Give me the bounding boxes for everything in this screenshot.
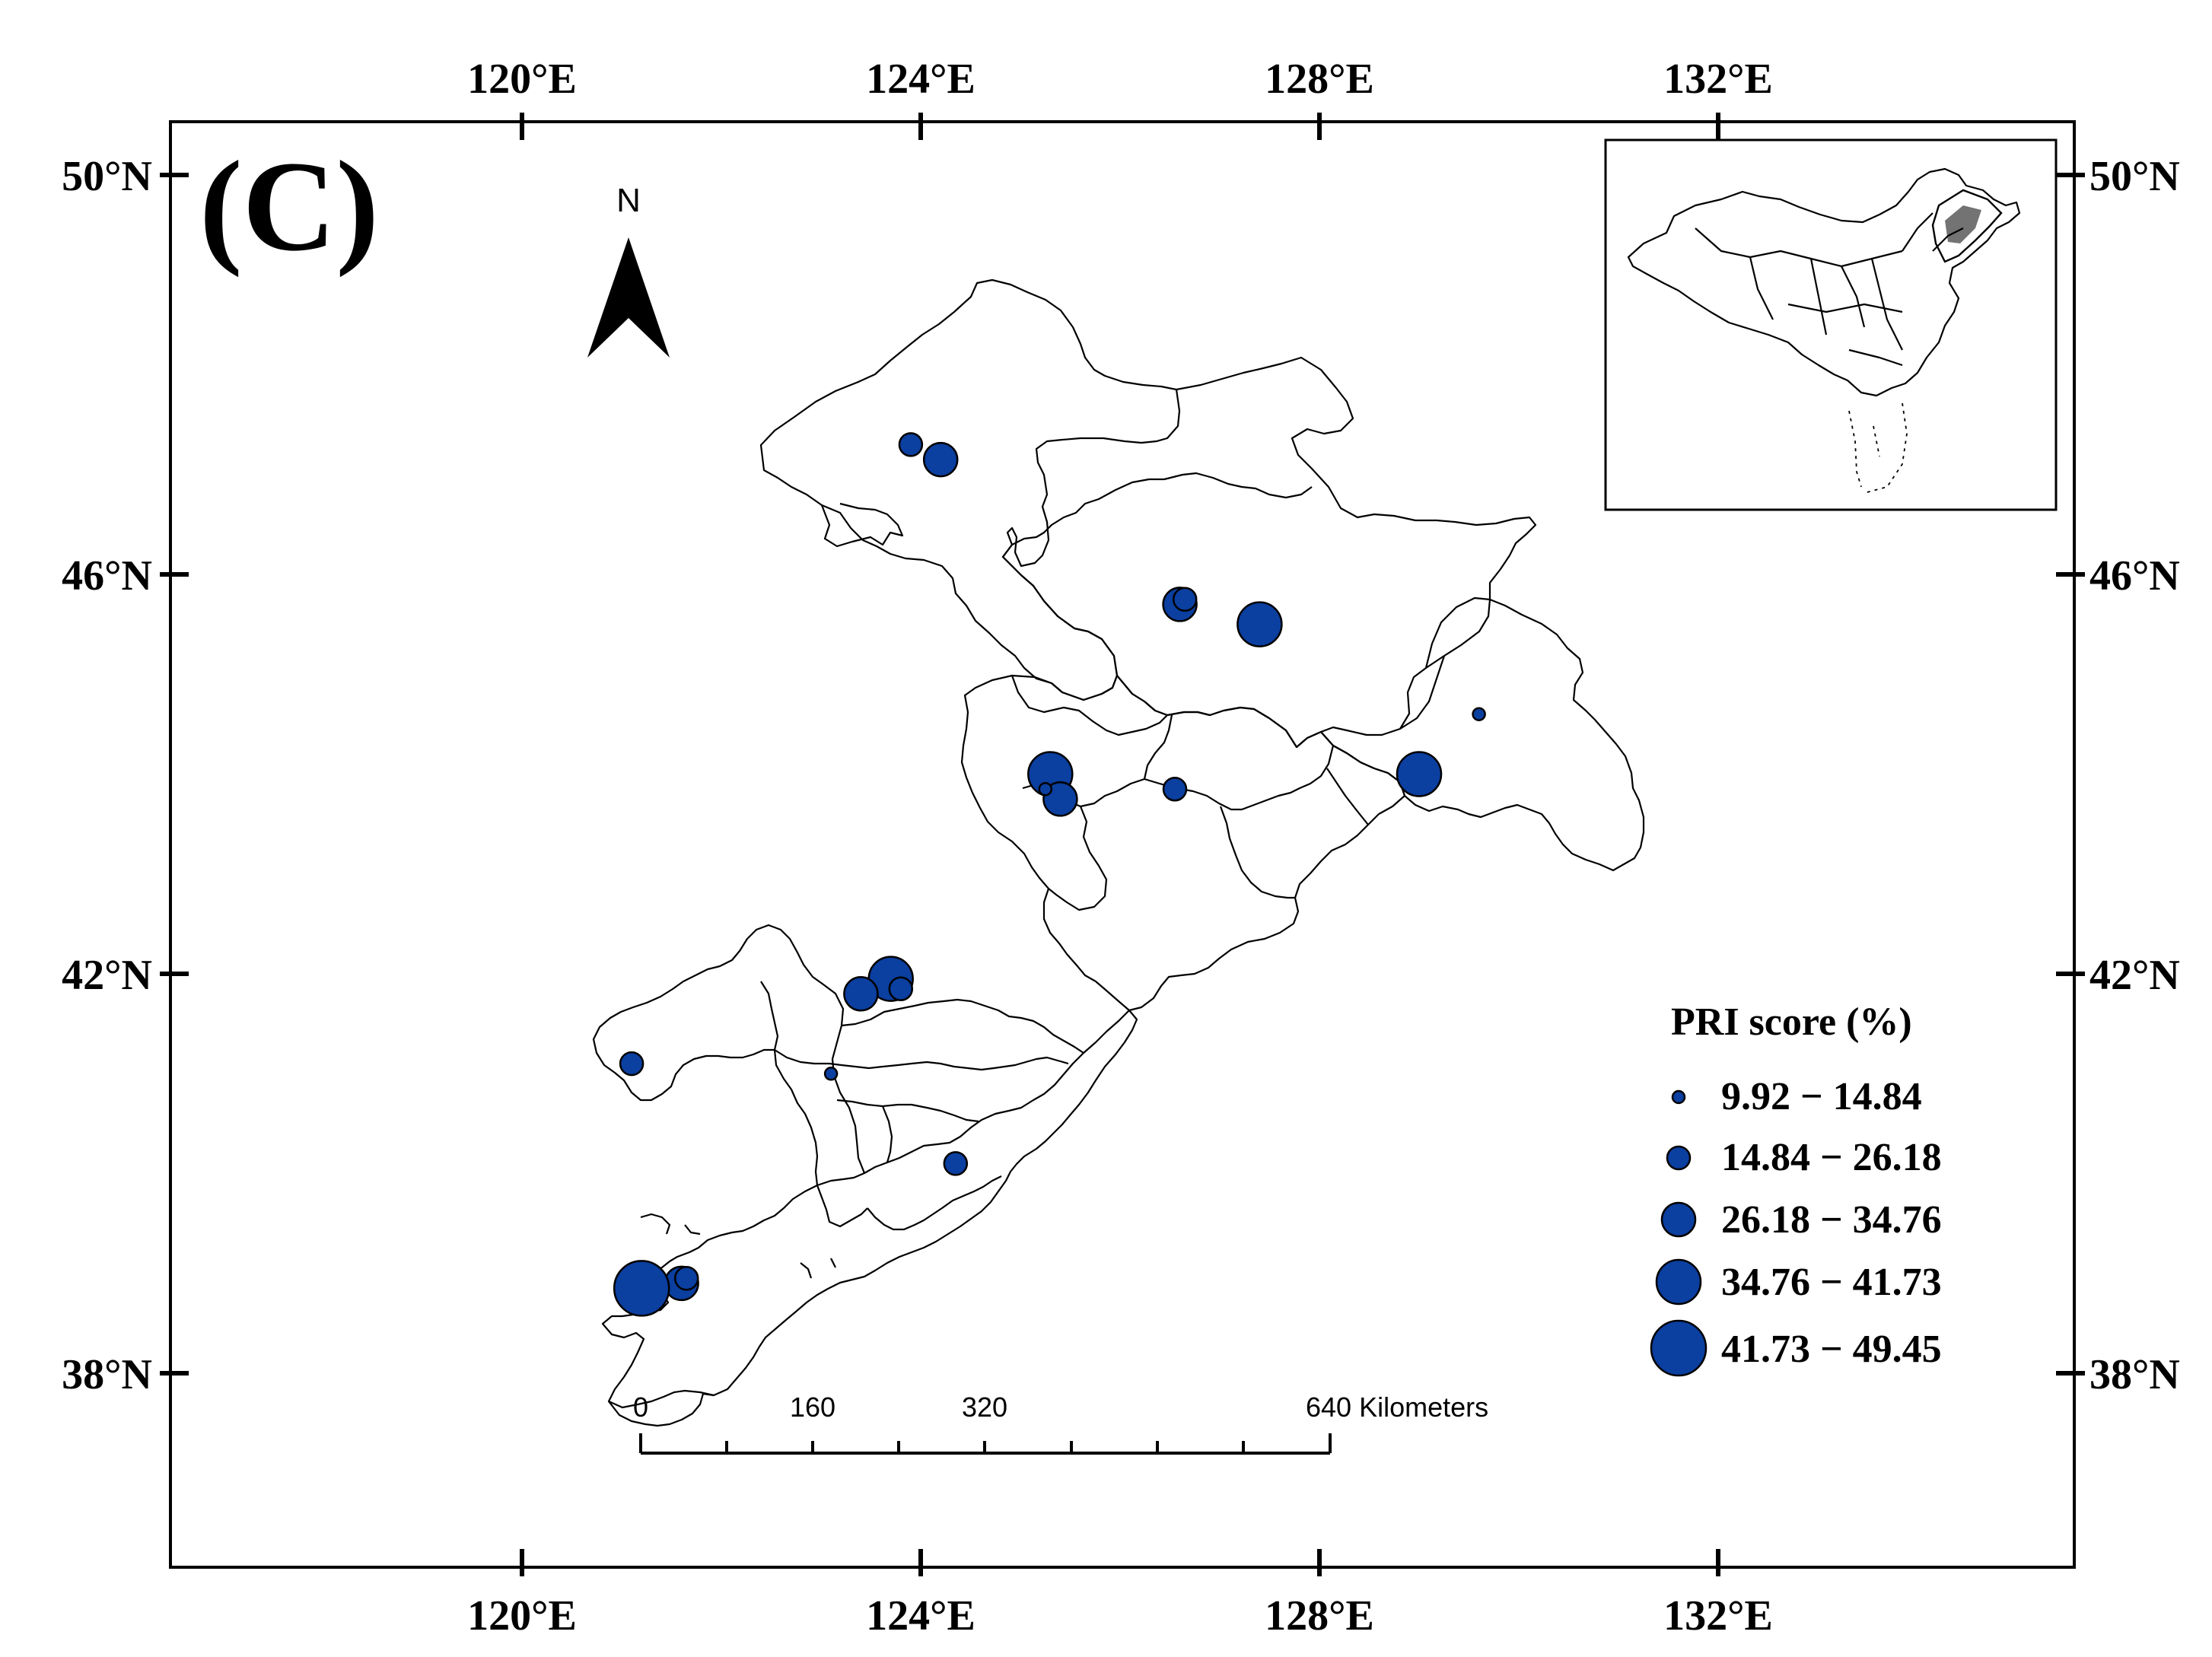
scale-label-0: 0 bbox=[633, 1391, 648, 1423]
legend-label-4: 34.76 − 41.73 bbox=[1721, 1261, 1942, 1304]
region-heilongjiang-east bbox=[1001, 356, 1537, 749]
scale-label-320: 320 bbox=[962, 1391, 1007, 1423]
inset-china-outline bbox=[1627, 167, 2021, 397]
inset-map bbox=[1604, 138, 2058, 511]
region-dalian-peninsula bbox=[608, 1392, 715, 1427]
legend-label-1: 9.92 − 14.84 bbox=[1721, 1075, 1922, 1118]
lon-ticks bbox=[520, 113, 1720, 1576]
site-marker-20 bbox=[673, 1266, 699, 1291]
lat-label-left-46: 46°N bbox=[62, 552, 152, 600]
lat-label-right-50: 50°N bbox=[2089, 153, 2180, 200]
north-arrow-icon bbox=[587, 237, 670, 358]
region-liaoning bbox=[601, 1009, 1138, 1409]
region-liaoning-west bbox=[592, 924, 866, 1174]
lon-label-top-128: 128°E bbox=[1265, 56, 1374, 103]
region-liaoning-internal bbox=[760, 981, 1084, 1186]
legend: PRI score (%) 9.92 − 14.84 14.84 − 26.18… bbox=[1650, 1000, 1942, 1377]
site-marker-6 bbox=[1472, 707, 1486, 721]
site-marker-10 bbox=[1038, 781, 1053, 797]
region-jilin bbox=[960, 674, 1406, 1012]
scale-label-160: 160 bbox=[790, 1391, 835, 1423]
lat-label-left-38: 38°N bbox=[62, 1351, 152, 1398]
site-marker-15 bbox=[619, 1051, 645, 1077]
legend-symbol-2 bbox=[1666, 1145, 1692, 1171]
north-arrow: N bbox=[587, 182, 670, 358]
panel-label: (C) bbox=[199, 135, 379, 278]
lon-label-top-120: 120°E bbox=[467, 56, 577, 103]
lon-label-top-124: 124°E bbox=[866, 56, 976, 103]
site-marker-19 bbox=[613, 1260, 670, 1317]
inset-northeast-fill bbox=[1945, 205, 1981, 243]
legend-symbol-5 bbox=[1650, 1319, 1708, 1377]
site-marker-5 bbox=[1236, 601, 1283, 647]
lon-label-bottom-128: 128°E bbox=[1265, 1592, 1374, 1640]
lat-label-right-42: 42°N bbox=[2089, 952, 2180, 999]
site-marker-1 bbox=[898, 432, 924, 457]
site-marker-4 bbox=[1172, 587, 1198, 612]
map-frame bbox=[169, 120, 2076, 1569]
lat-label-right-46: 46°N bbox=[2089, 552, 2180, 600]
lat-label-left-42: 42°N bbox=[62, 952, 152, 999]
site-marker-11 bbox=[1162, 776, 1188, 802]
site-marker-13 bbox=[843, 976, 879, 1012]
study-area bbox=[592, 278, 1645, 1427]
region-mudanjiang bbox=[1320, 596, 1645, 872]
north-arrow-label: N bbox=[616, 182, 641, 219]
legend-symbol-3 bbox=[1660, 1201, 1697, 1238]
inset-frame bbox=[1604, 138, 2058, 511]
legend-label-3: 26.18 − 34.76 bbox=[1721, 1198, 1942, 1242]
legend-symbol-4 bbox=[1655, 1258, 1702, 1306]
scale-bar: 0 160 320 640 Kilometers bbox=[633, 1391, 1488, 1455]
lat-ticks bbox=[160, 173, 2085, 1376]
legend-title: PRI score (%) bbox=[1671, 1000, 1912, 1044]
site-marker-7 bbox=[1396, 751, 1443, 797]
site-marker-14 bbox=[888, 976, 914, 1001]
region-jilin-internal bbox=[1011, 675, 1369, 911]
sample-sites bbox=[613, 432, 1486, 1317]
site-marker-16 bbox=[823, 1067, 839, 1081]
lat-label-left-50: 50°N bbox=[62, 153, 152, 200]
legend-symbol-1 bbox=[1671, 1089, 1686, 1105]
inset-northeast-highlight bbox=[1931, 189, 2003, 263]
region-west-heilongjiang-south bbox=[820, 502, 904, 548]
legend-label-5: 41.73 − 49.45 bbox=[1721, 1328, 1942, 1371]
legend-label-2: 14.84 − 26.18 bbox=[1721, 1136, 1942, 1179]
lon-label-bottom-124: 124°E bbox=[866, 1592, 976, 1640]
lon-label-bottom-132: 132°E bbox=[1663, 1592, 1773, 1640]
scale-label-640: 640 Kilometers bbox=[1306, 1391, 1488, 1423]
lat-label-right-38: 38°N bbox=[2089, 1351, 2180, 1398]
region-west-heilongjiang bbox=[759, 278, 1181, 701]
site-marker-2 bbox=[922, 441, 959, 478]
region-liaoning-coast bbox=[640, 1175, 1002, 1279]
site-marker-17 bbox=[943, 1151, 969, 1176]
inset-south-sea-dashes bbox=[1848, 402, 1908, 494]
lon-label-bottom-120: 120°E bbox=[467, 1592, 577, 1640]
lon-label-top-132: 132°E bbox=[1663, 56, 1773, 103]
